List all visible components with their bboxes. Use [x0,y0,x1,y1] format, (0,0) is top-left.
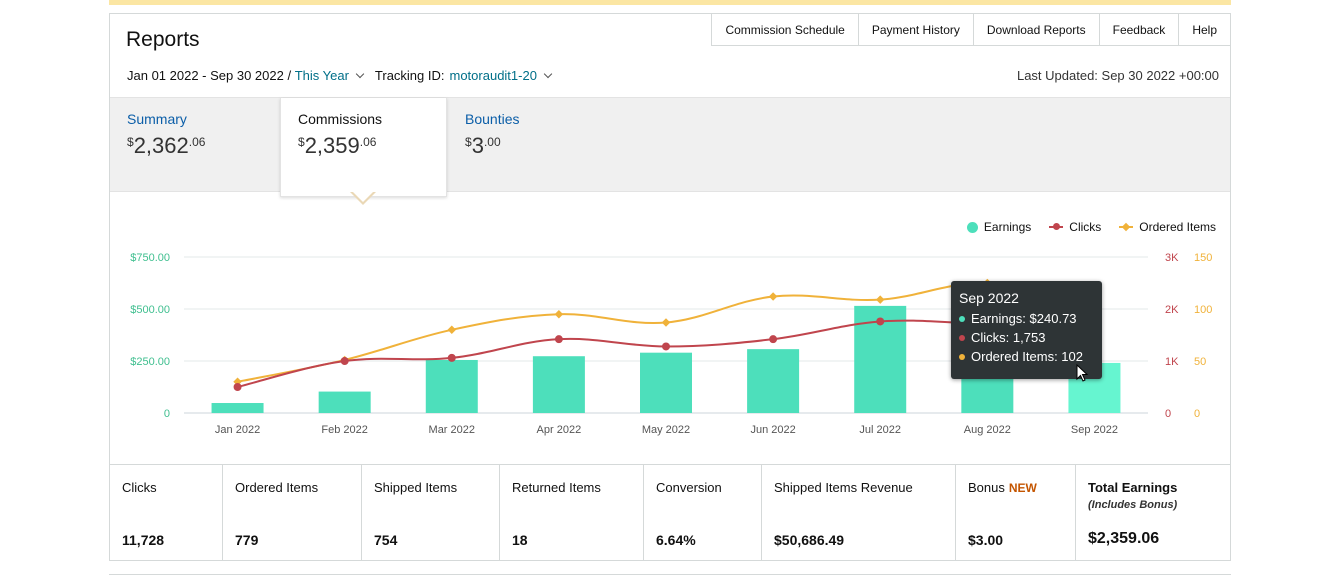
period-dropdown[interactable]: This Year [294,68,349,83]
tab-bounties-value: $3.00 [465,133,501,158]
earnings-bar [425,359,478,413]
stat-clicks: Clicks 11,728 [110,465,223,561]
earnings-bar [532,356,585,413]
stat-bonus: Bonus NEW $3.00 [956,465,1076,561]
top-notification-strip [109,0,1231,5]
stat-conversion: Conversion 6.64% [644,465,762,561]
ordered-line-icon [1119,222,1134,232]
stats-bar: Clicks 11,728 Ordered Items 779 Shipped … [110,464,1230,561]
stat-shipped-items: Shipped Items 754 [362,465,500,561]
active-tab-pointer [350,191,376,205]
payment-history-button[interactable]: Payment History [857,14,973,46]
y-left-tick-label: $500.00 [130,304,170,316]
clicks-point [340,357,349,365]
legend-clicks[interactable]: Clicks [1049,220,1101,234]
clicks-point [233,383,242,391]
x-tick-label: Jun 2022 [750,424,795,436]
earnings-bar [747,349,800,413]
earnings-bar [640,352,692,413]
x-tick-label: Mar 2022 [429,424,475,436]
y-right-clicks-tick-label: 1K [1165,356,1179,368]
reports-card: Reports Commission Schedule Payment Hist… [109,13,1231,561]
clicks-point [662,342,670,351]
clicks-point [447,353,456,362]
x-tick-label: Apr 2022 [537,424,582,436]
help-button[interactable]: Help [1178,14,1230,46]
earnings-bar [318,391,371,413]
commission-schedule-button[interactable]: Commission Schedule [711,14,858,46]
x-tick-label: Feb 2022 [321,424,367,436]
chart-legend: Earnings Clicks Ordered Items [949,220,1216,234]
last-updated: Last Updated: Sep 30 2022 +00:00 [1016,68,1219,83]
tooltip-title: Sep 2022 [959,290,1019,306]
tab-commissions-label: Commissions [298,111,383,127]
x-tick-label: Aug 2022 [964,424,1011,436]
y-left-tick-label: $750.00 [130,252,170,264]
clicks-point [769,335,778,344]
ordered-items-point [768,292,778,301]
stat-returned-items: Returned Items 18 [500,465,644,561]
y-right-clicks-tick-label: 2K [1165,304,1179,316]
summary-tabs: Summary $2,362.06 Commissions $2,359.06 … [110,97,1230,197]
tab-commissions-value: $2,359.06 [298,133,377,158]
ordered-items-point [447,325,457,335]
legend-earnings[interactable]: Earnings [966,220,1031,234]
earnings-bar [211,403,264,413]
stat-shipped-revenue: Shipped Items Revenue $50,686.49 [762,465,956,561]
next-card-edge [109,574,1231,577]
chart-tooltip: Sep 2022 Earnings: $240.73 Clicks: 1,753… [951,281,1102,379]
y-right-ordered-tick-label: 100 [1194,304,1212,316]
clicks-line-icon [1049,223,1064,230]
tab-summary-value: $2,362.06 [127,133,206,158]
y-right-clicks-tick-label: 3K [1165,252,1179,264]
tracking-id-dropdown[interactable]: motoraudit1-20 [449,68,537,83]
tooltip-ordered: Ordered Items: 102 [959,349,1094,364]
tooltip-clicks: Clicks: 1,753 [959,330,1094,345]
x-tick-label: May 2022 [642,424,690,436]
new-badge: NEW [1008,481,1037,495]
page-title: Reports [126,28,200,51]
tab-bounties[interactable]: Bounties $3.00 [448,98,618,193]
y-right-clicks-tick-label: 0 [1165,408,1171,420]
x-tick-label: Jul 2022 [859,424,901,436]
chevron-down-icon[interactable] [355,69,365,79]
y-right-ordered-tick-label: 150 [1194,252,1212,264]
chevron-down-icon[interactable] [543,69,553,79]
mouse-cursor-icon [1076,364,1089,382]
x-tick-label: Jan 2022 [215,424,260,436]
tracking-label: Tracking ID: [374,68,445,83]
date-separator: / [283,68,295,83]
ordered-items-point [661,318,671,327]
earnings-dot-icon [966,221,978,233]
y-right-ordered-tick-label: 0 [1194,408,1200,420]
stat-total-earnings: Total Earnings (Includes Bonus) $2,359.0… [1088,480,1178,547]
tab-summary[interactable]: Summary $2,362.06 [110,98,280,193]
ordered-items-point [875,295,885,304]
ordered-items-point [554,309,564,319]
feedback-button[interactable]: Feedback [1098,14,1179,46]
tooltip-earnings: Earnings: $240.73 [959,311,1094,326]
x-tick-label: Sep 2022 [1071,424,1118,436]
report-toolbar: Commission Schedule Payment History Down… [711,14,1230,46]
tab-commissions[interactable]: Commissions $2,359.06 [280,98,447,197]
date-range: Jan 01 2022 - Sep 30 2022 [127,68,284,83]
y-right-ordered-tick-label: 50 [1194,356,1206,368]
y-left-tick-label: $250.00 [130,356,170,368]
stat-ordered-items: Ordered Items 779 [223,465,362,561]
tab-summary-label: Summary [127,111,187,127]
report-filters: Jan 01 2022 - Sep 30 2022 / This Year Tr… [127,68,563,83]
y-left-tick-label: 0 [164,408,170,420]
legend-ordered-items[interactable]: Ordered Items [1119,220,1216,234]
tab-bounties-label: Bounties [465,111,520,127]
download-reports-button[interactable]: Download Reports [972,14,1099,46]
clicks-point [554,335,563,344]
clicks-point [876,317,885,326]
